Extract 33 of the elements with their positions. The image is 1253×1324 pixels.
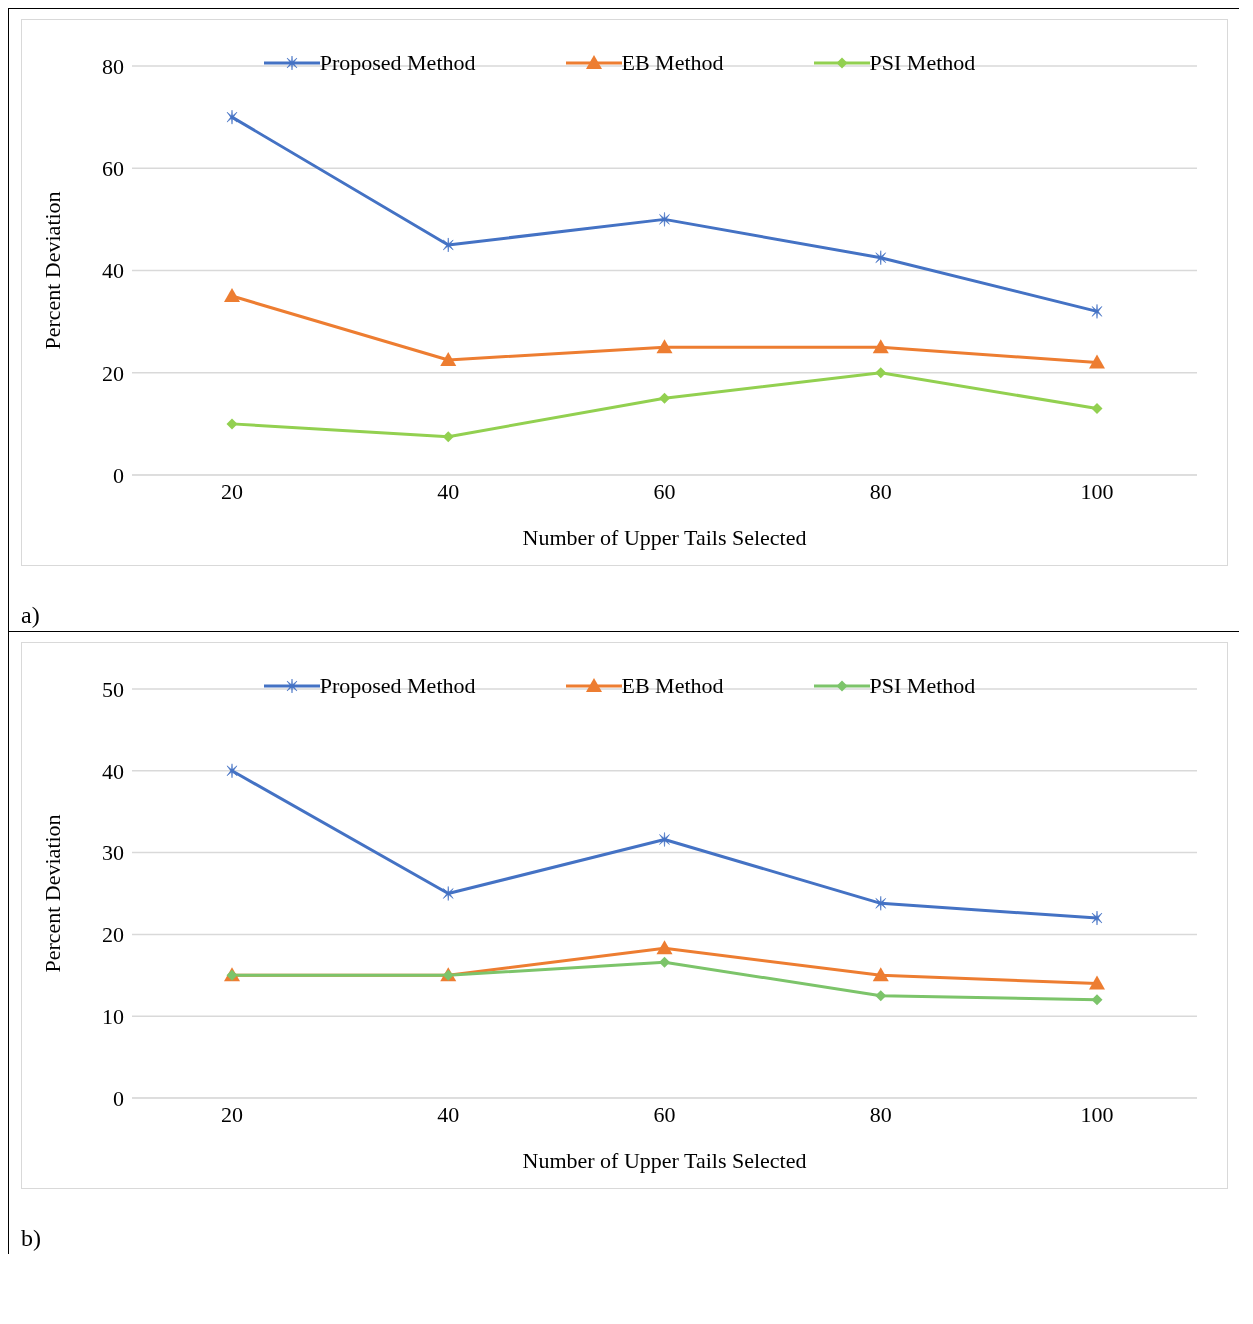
y-tick-label: 20 <box>102 360 124 386</box>
legend-label: Proposed Method <box>319 50 476 76</box>
y-tick-label: 10 <box>102 1004 124 1030</box>
y-axis-title: Percent Deviation <box>39 814 65 973</box>
x-tick-label: 60 <box>653 478 676 504</box>
x-tick-label: 60 <box>653 1101 676 1127</box>
legend-label: PSI Method <box>869 50 976 76</box>
x-tick-label: 80 <box>869 1101 892 1127</box>
y-axis-title: Percent Deviation <box>39 191 65 350</box>
legend-label: PSI Method <box>869 673 976 699</box>
x-tick-label: 20 <box>221 1101 243 1127</box>
y-tick-label: 80 <box>102 53 124 79</box>
text: b) <box>21 1224 42 1253</box>
x-tick-label: 100 <box>1080 478 1114 504</box>
x-tick-label: 40 <box>437 478 460 504</box>
legend-label: EB Method <box>621 673 724 699</box>
x-axis-title: Number of Upper Tails Selected <box>522 525 807 550</box>
y-tick-label: 0 <box>113 462 124 488</box>
text: a) <box>21 601 41 630</box>
x-tick-label: 40 <box>437 1101 460 1127</box>
x-tick-label: 80 <box>869 478 892 504</box>
x-tick-label: 100 <box>1080 1101 1114 1127</box>
x-tick-label: 20 <box>221 478 243 504</box>
y-tick-label: 60 <box>102 156 124 182</box>
x-axis-title: Number of Upper Tails Selected <box>522 1148 807 1173</box>
y-tick-label: 40 <box>102 258 124 284</box>
y-tick-label: 0 <box>113 1085 124 1111</box>
legend-label: EB Method <box>621 50 724 76</box>
y-tick-label: 20 <box>102 922 124 948</box>
legend-label: Proposed Method <box>319 673 476 699</box>
y-tick-label: 40 <box>102 758 124 784</box>
y-tick-label: 30 <box>102 840 124 866</box>
y-tick-label: 50 <box>102 676 124 702</box>
